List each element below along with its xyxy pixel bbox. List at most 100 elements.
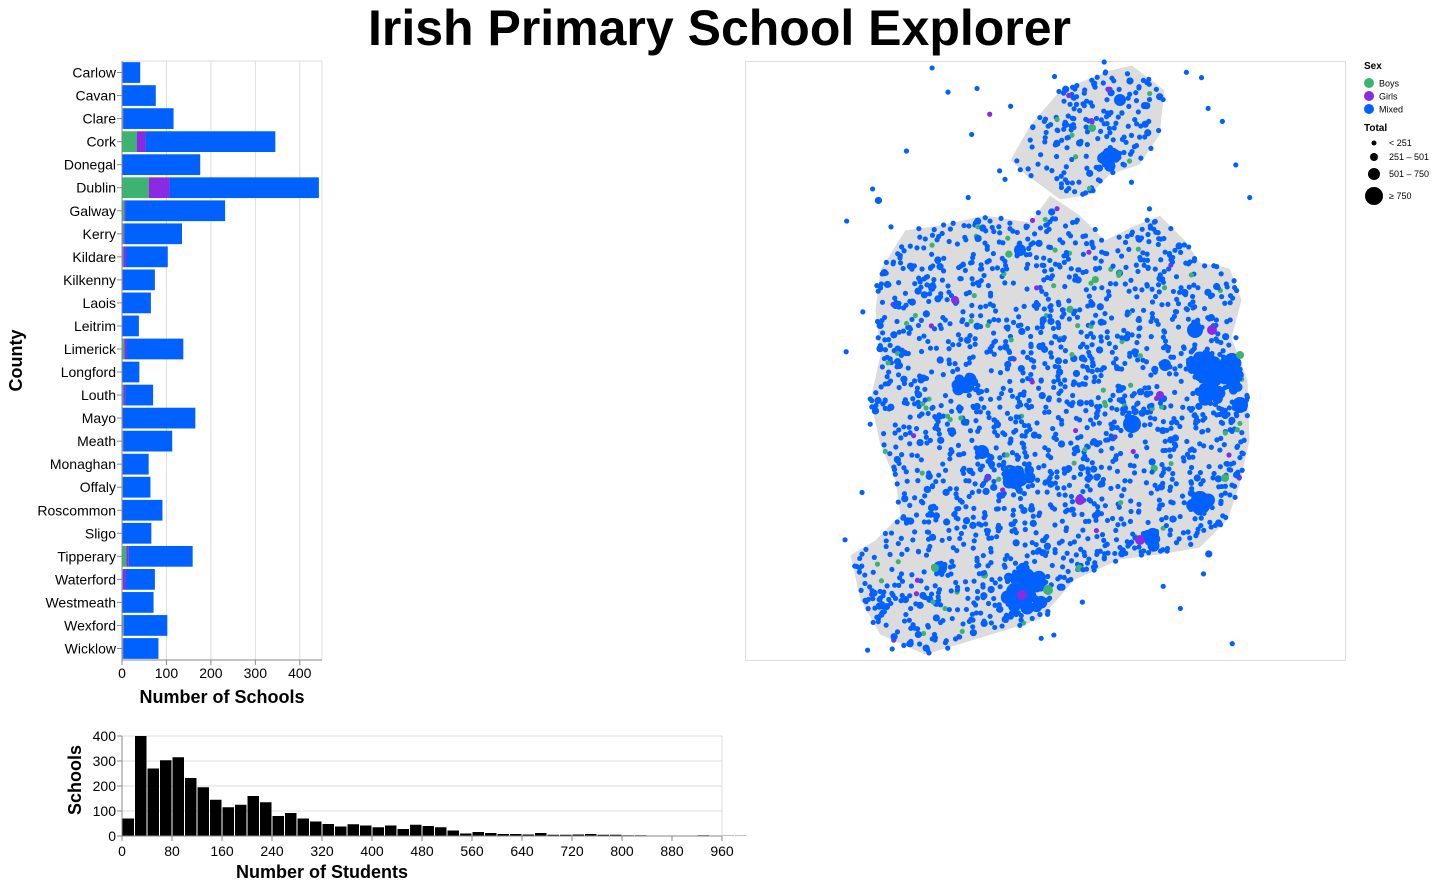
school-dot[interactable] <box>1126 103 1132 109</box>
school-dot[interactable] <box>1226 342 1232 348</box>
school-dot[interactable] <box>900 305 907 311</box>
bar-mixed[interactable] <box>125 200 226 222</box>
school-dot[interactable] <box>869 404 875 410</box>
school-dot[interactable] <box>935 590 942 596</box>
school-dot[interactable] <box>1224 460 1230 467</box>
histogram-bar[interactable] <box>347 824 360 836</box>
school-dot[interactable] <box>1146 385 1152 391</box>
school-dot[interactable] <box>1132 545 1138 551</box>
school-dot[interactable] <box>1033 254 1040 261</box>
school-dot[interactable] <box>1003 612 1010 618</box>
school-dot[interactable] <box>1159 359 1171 371</box>
school-dot[interactable] <box>1101 59 1107 65</box>
school-dot[interactable] <box>1049 168 1055 174</box>
school-dot[interactable] <box>852 563 858 569</box>
school-dot[interactable] <box>1088 330 1094 337</box>
bar-mixed[interactable] <box>122 269 155 291</box>
school-dot[interactable] <box>1126 288 1132 294</box>
school-dot[interactable] <box>882 337 888 343</box>
school-dot[interactable] <box>954 525 960 531</box>
school-dot[interactable] <box>991 478 997 485</box>
school-dot[interactable] <box>901 465 907 471</box>
school-dot[interactable] <box>1017 365 1025 373</box>
school-dot[interactable] <box>904 478 910 484</box>
school-dot[interactable] <box>1042 268 1048 274</box>
school-dot[interactable] <box>1043 222 1049 228</box>
school-dot[interactable] <box>1125 95 1131 101</box>
school-dot[interactable] <box>1128 539 1135 545</box>
histogram-bar[interactable] <box>297 818 310 837</box>
school-dot[interactable] <box>1195 285 1201 291</box>
school-dot[interactable] <box>1181 345 1187 351</box>
school-dot[interactable] <box>1228 381 1235 387</box>
school-dot[interactable] <box>1187 366 1196 374</box>
school-dot[interactable] <box>932 583 938 589</box>
school-dot[interactable] <box>916 226 922 232</box>
school-dot[interactable] <box>1061 574 1067 581</box>
school-dot[interactable] <box>1116 86 1122 92</box>
school-dot[interactable] <box>931 277 937 283</box>
school-dot[interactable] <box>1169 476 1175 482</box>
school-dot[interactable] <box>1166 371 1173 377</box>
school-dot[interactable] <box>922 386 928 392</box>
school-dot[interactable] <box>1008 610 1015 616</box>
school-dot[interactable] <box>919 470 925 476</box>
school-dot[interactable] <box>897 255 903 261</box>
histogram-bar[interactable] <box>572 834 585 837</box>
school-dot[interactable] <box>1065 467 1071 473</box>
school-dot[interactable] <box>918 348 925 355</box>
school-dot[interactable] <box>1203 383 1209 390</box>
school-dot[interactable] <box>883 280 892 289</box>
school-dot[interactable] <box>973 532 979 538</box>
school-dot[interactable] <box>1192 421 1199 427</box>
school-dot[interactable] <box>874 561 881 567</box>
school-dot[interactable] <box>903 517 912 525</box>
school-dot[interactable] <box>1018 402 1024 408</box>
school-dot[interactable] <box>920 291 928 299</box>
school-dot[interactable] <box>1081 549 1087 555</box>
school-dot[interactable] <box>904 546 910 553</box>
school-dot[interactable] <box>967 355 973 361</box>
school-dot[interactable] <box>922 397 928 403</box>
school-dot[interactable] <box>980 595 986 601</box>
school-dot[interactable] <box>949 615 955 622</box>
school-dot[interactable] <box>907 593 913 599</box>
school-dot[interactable] <box>1113 281 1119 287</box>
school-dot[interactable] <box>1100 365 1106 371</box>
school-dot[interactable] <box>1036 385 1042 391</box>
school-dot[interactable] <box>1126 158 1133 164</box>
school-dot[interactable] <box>945 338 951 345</box>
school-dot[interactable] <box>1022 526 1028 533</box>
histogram-bar[interactable] <box>560 834 572 836</box>
school-dot[interactable] <box>1134 294 1140 300</box>
histogram-bar[interactable] <box>122 818 135 837</box>
school-dot[interactable] <box>1177 605 1183 612</box>
school-dot[interactable] <box>906 262 915 270</box>
school-dot[interactable] <box>907 243 913 249</box>
school-dot[interactable] <box>972 387 979 393</box>
school-dot[interactable] <box>1095 504 1101 510</box>
school-dot[interactable] <box>918 411 925 417</box>
school-dot[interactable] <box>899 452 905 458</box>
school-dot[interactable] <box>1051 283 1057 289</box>
school-dot[interactable] <box>1107 465 1113 471</box>
school-dot[interactable] <box>976 279 982 285</box>
school-dot[interactable] <box>1152 266 1158 272</box>
school-dot[interactable] <box>1042 360 1048 367</box>
school-dot[interactable] <box>895 361 904 370</box>
school-dot[interactable] <box>1144 282 1150 288</box>
school-dot[interactable] <box>932 614 940 622</box>
school-dot[interactable] <box>1015 395 1021 401</box>
school-dot[interactable] <box>951 296 959 304</box>
school-dot[interactable] <box>1021 445 1027 451</box>
school-dot[interactable] <box>1119 335 1125 341</box>
school-dot[interactable] <box>996 168 1003 174</box>
school-dot[interactable] <box>1113 537 1120 543</box>
school-dot[interactable] <box>1136 317 1142 324</box>
school-dot[interactable] <box>945 645 951 651</box>
school-dot[interactable] <box>1153 229 1159 235</box>
school-dot[interactable] <box>947 321 953 327</box>
school-dot[interactable] <box>914 577 921 583</box>
school-dot[interactable] <box>921 594 927 600</box>
school-dot[interactable] <box>914 389 920 395</box>
